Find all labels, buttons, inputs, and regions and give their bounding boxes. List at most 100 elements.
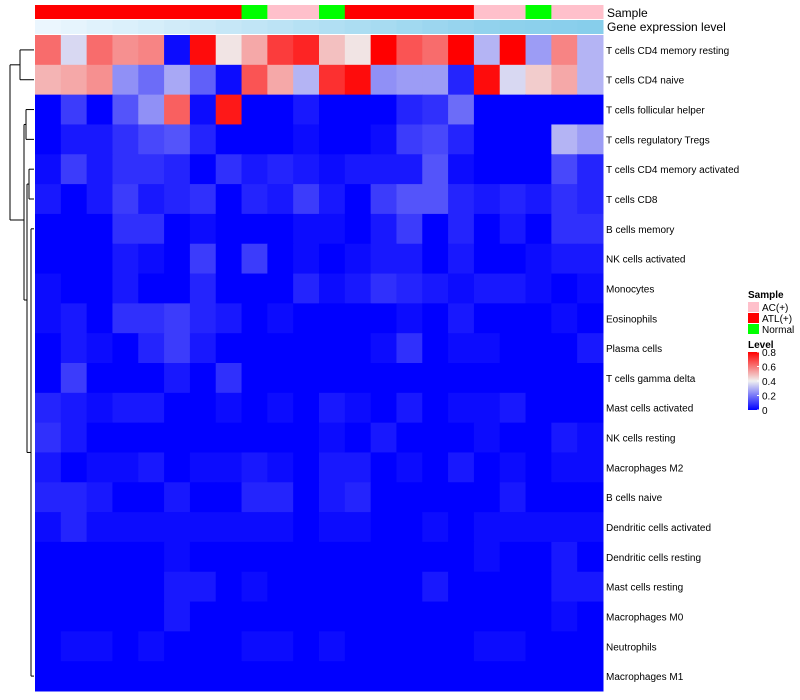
heatmap-cell bbox=[215, 392, 243, 424]
heatmap-cell bbox=[189, 333, 217, 364]
heatmap-cell bbox=[344, 452, 372, 483]
heatmap-cell bbox=[319, 512, 346, 543]
heatmap-cell bbox=[164, 571, 191, 603]
heatmap-cell bbox=[319, 303, 346, 334]
heatmap-cell bbox=[551, 601, 578, 632]
heatmap-cell bbox=[577, 243, 604, 275]
heatmap-cell bbox=[319, 94, 346, 125]
heatmap-cell bbox=[164, 154, 191, 185]
heatmap-cell bbox=[164, 363, 191, 394]
heatmap-cell bbox=[189, 631, 217, 662]
heatmap-cell bbox=[86, 452, 113, 483]
heatmap-cell bbox=[396, 363, 423, 394]
heatmap-cell bbox=[473, 363, 501, 394]
heatmap-cell bbox=[35, 243, 62, 275]
heatmap-cell bbox=[396, 64, 423, 96]
row-label: T cells CD4 memory resting bbox=[606, 46, 729, 57]
heatmap-cell bbox=[577, 452, 604, 483]
heatmap-cell bbox=[577, 363, 604, 394]
row-label: Macrophages M1 bbox=[606, 672, 684, 683]
heatmap-cell bbox=[370, 452, 397, 483]
heatmap-cell bbox=[241, 333, 268, 364]
heatmap-cell bbox=[319, 35, 346, 66]
heatmap-cell bbox=[473, 541, 501, 573]
heatmap-cell bbox=[422, 35, 449, 66]
sample-legend: Sample AC(+)ATL(+)Normal bbox=[748, 290, 794, 336]
heatmap-cell bbox=[60, 452, 88, 483]
heatmap-cell bbox=[577, 571, 604, 603]
heatmap-cell bbox=[86, 333, 113, 364]
level-tick-label: 0 bbox=[762, 406, 768, 417]
heatmap-cell bbox=[241, 661, 268, 692]
row-label: Macrophages M2 bbox=[606, 463, 684, 474]
heatmap-cell bbox=[525, 601, 552, 632]
heatmap-cell bbox=[370, 124, 397, 155]
heatmap-cell bbox=[241, 303, 268, 334]
heatmap-cell bbox=[86, 273, 113, 304]
heatmap-cell bbox=[448, 243, 475, 275]
heatmap-cell bbox=[138, 35, 165, 66]
sample-annotation-cell bbox=[319, 5, 346, 19]
expression-annotation-cell bbox=[577, 20, 604, 34]
heatmap-cell bbox=[35, 35, 62, 66]
heatmap-cell bbox=[35, 124, 62, 155]
sample-annotation-cell bbox=[499, 5, 527, 19]
heatmap-cell bbox=[448, 154, 475, 185]
heatmap-cell bbox=[525, 333, 552, 364]
heatmap-cell bbox=[551, 64, 578, 96]
heatmap-cell bbox=[35, 512, 62, 543]
expression-annotation-cell bbox=[86, 20, 113, 34]
heatmap-cell bbox=[396, 631, 423, 662]
heatmap-cell bbox=[267, 571, 294, 603]
heatmap-cell bbox=[370, 213, 397, 245]
heatmap-cell bbox=[422, 631, 449, 662]
heatmap-cell bbox=[473, 94, 501, 125]
heatmap-cell bbox=[112, 482, 139, 513]
heatmap-cell bbox=[138, 213, 165, 245]
heatmap-cell bbox=[35, 333, 62, 364]
heatmap-cell bbox=[422, 154, 449, 185]
heatmap-cell bbox=[215, 512, 243, 543]
heatmap-cell bbox=[241, 213, 268, 245]
heatmap-cell bbox=[267, 213, 294, 245]
level-tick-label: 0.8 bbox=[762, 348, 776, 359]
heatmap-cell bbox=[551, 154, 578, 185]
heatmap-cell bbox=[189, 35, 217, 66]
heatmap-cell bbox=[396, 422, 423, 453]
heatmap-cell bbox=[577, 422, 604, 453]
heatmap-cell bbox=[35, 94, 62, 125]
heatmap-cell bbox=[267, 392, 294, 424]
heatmap-cell bbox=[241, 541, 268, 573]
heatmap-cell bbox=[189, 482, 217, 513]
heatmap-cell bbox=[112, 601, 139, 632]
heatmap-cell bbox=[370, 392, 397, 424]
heatmap-cell bbox=[241, 631, 268, 662]
heatmap-cell bbox=[215, 124, 243, 155]
heatmap-cell bbox=[344, 392, 372, 424]
heatmap-cell bbox=[215, 422, 243, 453]
heatmap-cell bbox=[422, 184, 449, 215]
heatmap-cell bbox=[215, 601, 243, 632]
heatmap-cell bbox=[448, 363, 475, 394]
heatmap-cell bbox=[422, 452, 449, 483]
heatmap-cell bbox=[499, 64, 527, 96]
heatmap-cell bbox=[499, 363, 527, 394]
heatmap-cell bbox=[60, 273, 88, 304]
heatmap-cell bbox=[293, 35, 320, 66]
heatmap-cell bbox=[396, 482, 423, 513]
heatmap-cell bbox=[112, 184, 139, 215]
heatmap-cell bbox=[164, 452, 191, 483]
heatmap-cell bbox=[215, 631, 243, 662]
heatmap-cell bbox=[448, 601, 475, 632]
heatmap-cell bbox=[112, 631, 139, 662]
row-label: Mast cells resting bbox=[606, 583, 683, 594]
heatmap-cell bbox=[267, 273, 294, 304]
heatmap-cell bbox=[499, 303, 527, 334]
heatmap-cell bbox=[267, 512, 294, 543]
heatmap-cell bbox=[164, 213, 191, 245]
heatmap-cell bbox=[551, 363, 578, 394]
heatmap-cell bbox=[396, 601, 423, 632]
heatmap-cell bbox=[370, 154, 397, 185]
heatmap-cell bbox=[189, 94, 217, 125]
heatmap-cell bbox=[396, 452, 423, 483]
